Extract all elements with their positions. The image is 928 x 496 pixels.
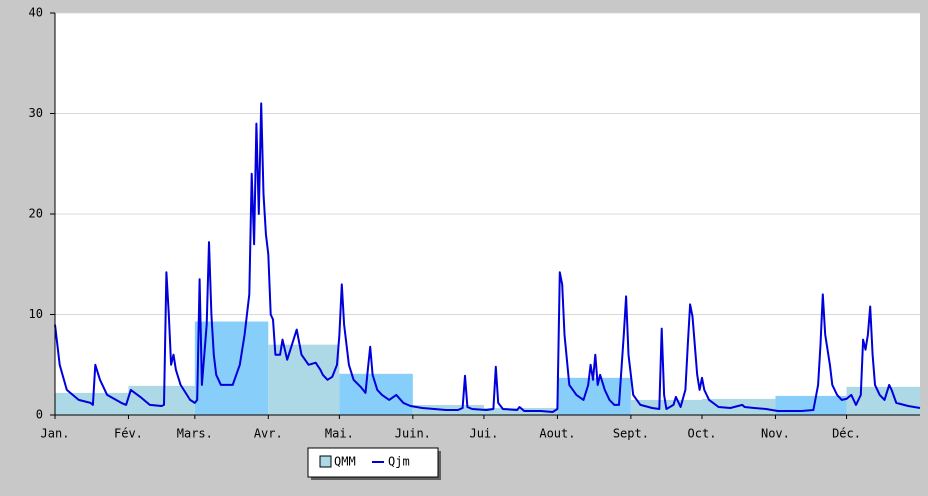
- legend: QMM Qjm: [307, 447, 441, 480]
- y-tick-label: 40: [29, 6, 43, 20]
- x-tick-label: Mai.: [325, 427, 354, 441]
- x-tick-label: Déc.: [832, 427, 861, 441]
- bar: [775, 395, 847, 415]
- x-tick-label: Sept.: [613, 427, 649, 441]
- bar: [701, 398, 776, 415]
- x-tick-label: Aout.: [539, 427, 575, 441]
- bar: [194, 321, 269, 415]
- x-tick-label: Fév.: [114, 427, 143, 441]
- bar: [339, 373, 413, 415]
- bar: [483, 407, 558, 415]
- x-tick-label: Mars.: [177, 427, 213, 441]
- legend-label: QMM: [334, 455, 356, 469]
- y-tick-label: 20: [29, 207, 43, 221]
- x-tick-label: Jan.: [41, 427, 70, 441]
- legend-swatch: [319, 455, 332, 468]
- line: [54, 102, 921, 413]
- y-tick-label: 10: [29, 307, 43, 321]
- y-tick-label: 0: [36, 408, 43, 422]
- legend-label: Qjm: [388, 455, 410, 469]
- y-tick-label: 30: [29, 106, 43, 120]
- x-tick-label: Juin.: [395, 427, 431, 441]
- x-tick-label: Avr.: [254, 427, 283, 441]
- x-tick-label: Nov.: [761, 427, 790, 441]
- x-tick-label: Jui.: [469, 427, 498, 441]
- x-tick-label: Oct.: [688, 427, 717, 441]
